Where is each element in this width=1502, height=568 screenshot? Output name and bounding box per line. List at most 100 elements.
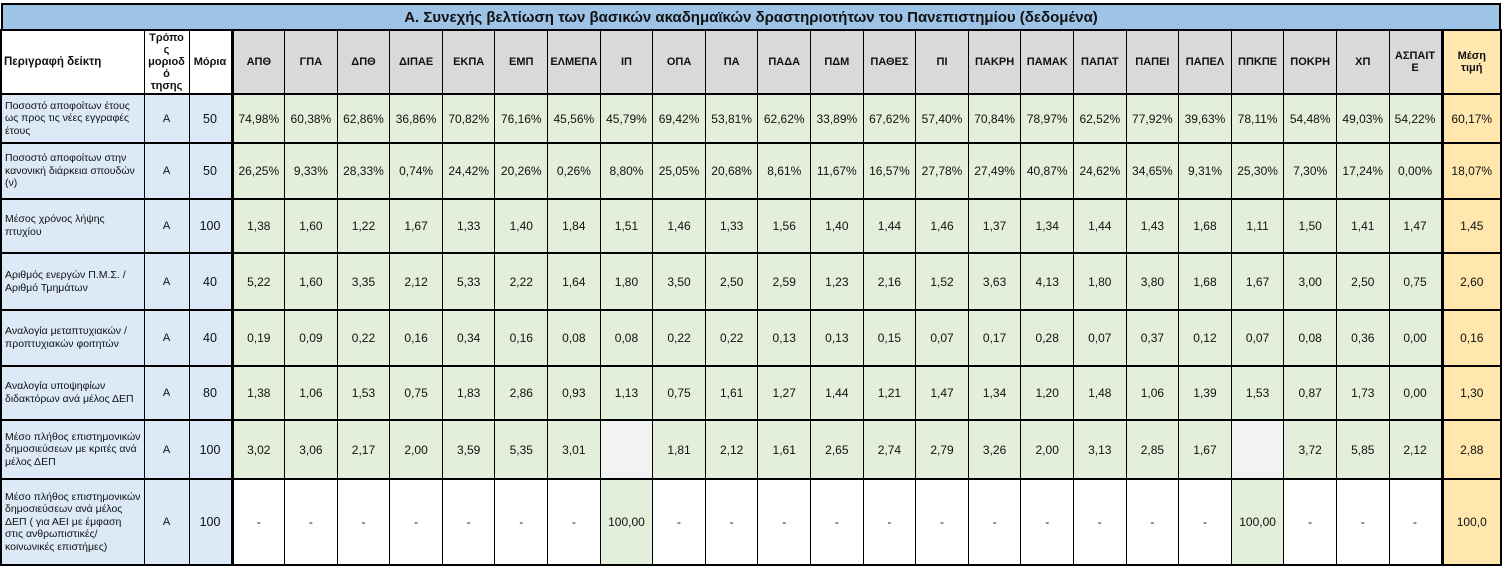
value-cell-ΕΜΠ: - bbox=[494, 478, 549, 566]
column-header-ΠΑΠΑΤ: ΠΑΠΑΤ bbox=[1073, 29, 1127, 95]
value-cell-ΠΠΚΠΕ: 25,30% bbox=[1230, 142, 1285, 200]
value-cell-ΔΙΠΑΕ: 36,86% bbox=[389, 93, 443, 144]
value-cell-ΙΠ: 1,13 bbox=[599, 365, 654, 421]
value-cell-ΓΠΑ: 3,06 bbox=[284, 419, 338, 480]
value-cell-ΙΠ bbox=[599, 419, 654, 480]
table-title-text: Α. Συνεχής βελτίωση των βασικών ακαδημαϊ… bbox=[404, 8, 1098, 26]
column-header-ΙΠ: ΙΠ bbox=[599, 29, 654, 95]
value-cell-ΠΑΔΑ: 8,61% bbox=[757, 142, 812, 200]
value-cell-ΠΙ: 27,78% bbox=[915, 142, 969, 200]
value-cell-ΓΠΑ: 1,60 bbox=[284, 198, 338, 254]
value-cell-ΠΔΜ: 1,44 bbox=[810, 365, 864, 421]
value-cell-ΠΑΚΡΗ: 27,49% bbox=[967, 142, 1022, 200]
method-cell: Α bbox=[143, 309, 190, 367]
value-cell-ΠΟΚΡΗ: 7,30% bbox=[1283, 142, 1337, 200]
value-cell-ΕΛΜΕΠΑ: 1,64 bbox=[547, 252, 601, 311]
value-cell-ΠΟΚΡΗ: 0,87 bbox=[1283, 365, 1337, 421]
value-cell-ΠΑΠΕΛ: 9,31% bbox=[1178, 142, 1232, 200]
value-cell-ΠΑΚΡΗ: 3,26 bbox=[967, 419, 1022, 480]
value-cell-ΠΑΠΕΙ: 2,85 bbox=[1125, 419, 1180, 480]
table-row: Αναλογία υποψηφίων διδακτόρων ανά μέλος … bbox=[0, 365, 1502, 421]
method-cell: Α bbox=[143, 365, 190, 421]
value-cell-ΠΟΚΡΗ: - bbox=[1283, 478, 1337, 566]
value-cell-ΕΛΜΕΠΑ: 0,26% bbox=[547, 142, 601, 200]
value-cell-ΠΑΠΕΙ: 1,43 bbox=[1125, 198, 1180, 254]
value-cell-ΟΠΑ: - bbox=[652, 478, 706, 566]
value-cell-ΠΑΚΡΗ: 3,63 bbox=[967, 252, 1022, 311]
value-cell-ΠΙ: - bbox=[915, 478, 969, 566]
value-cell-ΠΑΜΑΚ: 1,34 bbox=[1020, 198, 1074, 254]
value-cell-ΠΑ: 20,68% bbox=[704, 142, 759, 200]
value-cell-ΠΠΚΠΕ: 1,11 bbox=[1230, 198, 1285, 254]
mean-cell: 60,17% bbox=[1440, 93, 1502, 144]
column-header-ΑΣΠΑΙΤΕ: ΑΣΠΑΙΤΕ bbox=[1388, 29, 1443, 95]
table-row: Αριθμός ενεργών Π.Μ.Σ. / Αριθμό Τμημάτων… bbox=[0, 252, 1502, 311]
table-body: Ποσοστό αποφοίτων έτους ως προς τις νέες… bbox=[0, 93, 1502, 566]
value-cell-ΠΑΠΕΛ: - bbox=[1178, 478, 1232, 566]
method-cell: Α bbox=[143, 142, 190, 200]
value-cell-ΑΠΘ: 0,19 bbox=[230, 309, 286, 367]
value-cell-ΕΛΜΕΠΑ: 45,56% bbox=[547, 93, 601, 144]
value-cell-ΕΚΠΑ: 1,33 bbox=[441, 198, 496, 254]
column-header-ΠΑ: ΠΑ bbox=[704, 29, 759, 95]
value-cell-ΠΑΔΑ: 0,13 bbox=[757, 309, 812, 367]
column-header-ΔΠΘ: ΔΠΘ bbox=[336, 29, 391, 95]
value-cell-ΠΑΜΑΚ: - bbox=[1020, 478, 1074, 566]
value-cell-ΓΠΑ: 1,60 bbox=[284, 252, 338, 311]
value-cell-ΠΙ: 1,46 bbox=[915, 198, 969, 254]
mean-cell: 1,45 bbox=[1440, 198, 1502, 254]
value-cell-ΠΑΘΕΣ: 16,57% bbox=[862, 142, 917, 200]
value-cell-ΑΠΘ: 1,38 bbox=[230, 198, 286, 254]
value-cell-ΟΠΑ: 1,81 bbox=[652, 419, 706, 480]
method-cell: Α bbox=[143, 478, 190, 566]
value-cell-ΠΙ: 57,40% bbox=[915, 93, 969, 144]
table-row: Αναλογία μεταπτυχιακών / προπτυχιακών φο… bbox=[0, 309, 1502, 367]
method-cell: Α bbox=[143, 419, 190, 480]
column-header-ΠΑΚΡΗ: ΠΑΚΡΗ bbox=[967, 29, 1022, 95]
column-header-ΠΑΘΕΣ: ΠΑΘΕΣ bbox=[862, 29, 917, 95]
value-cell-ΠΑΠΕΙ: 77,92% bbox=[1125, 93, 1180, 144]
column-header-ΠΠΚΠΕ: ΠΠΚΠΕ bbox=[1230, 29, 1285, 95]
value-cell-ΠΔΜ: - bbox=[810, 478, 864, 566]
value-cell-ΙΠ: 0,08 bbox=[599, 309, 654, 367]
value-cell-ΠΑΜΑΚ: 40,87% bbox=[1020, 142, 1074, 200]
table-title: Α. Συνεχής βελτίωση των βασικών ακαδημαϊ… bbox=[1, 3, 1501, 29]
value-cell-ΠΟΚΡΗ: 54,48% bbox=[1283, 93, 1337, 144]
value-cell-ΠΑΚΡΗ: 0,17 bbox=[967, 309, 1022, 367]
value-cell-ΠΑΠΕΙ: 1,06 bbox=[1125, 365, 1180, 421]
value-cell-ΠΑΚΡΗ: 70,84% bbox=[967, 93, 1022, 144]
column-header-ΠΑΜΑΚ: ΠΑΜΑΚ bbox=[1020, 29, 1074, 95]
value-cell-ΠΑΜΑΚ: 78,97% bbox=[1020, 93, 1074, 144]
value-cell-ΓΠΑ: 0,09 bbox=[284, 309, 338, 367]
value-cell-ΟΠΑ: 25,05% bbox=[652, 142, 706, 200]
value-cell-ΑΣΠΑΙΤΕ: 54,22% bbox=[1388, 93, 1443, 144]
points-cell: 100 bbox=[188, 478, 233, 566]
value-cell-ΠΑΠΕΛ: 1,39 bbox=[1178, 365, 1232, 421]
column-header-mean: Μέση τιμή bbox=[1440, 29, 1502, 95]
column-header-indicator: Περιγραφή δείκτη bbox=[0, 29, 145, 95]
value-cell-ΕΜΠ: 1,40 bbox=[494, 198, 549, 254]
value-cell-ΧΠ: 1,73 bbox=[1335, 365, 1390, 421]
value-cell-ΓΠΑ: 9,33% bbox=[284, 142, 338, 200]
mean-cell: 2,88 bbox=[1440, 419, 1502, 480]
value-cell-ΕΜΠ: 76,16% bbox=[494, 93, 549, 144]
column-header-ΠΙ: ΠΙ bbox=[915, 29, 969, 95]
value-cell-ΕΚΠΑ: 1,83 bbox=[441, 365, 496, 421]
value-cell-ΠΟΚΡΗ: 1,50 bbox=[1283, 198, 1337, 254]
column-header-ΠΑΠΕΙ: ΠΑΠΕΙ bbox=[1125, 29, 1180, 95]
value-cell-ΟΠΑ: 0,75 bbox=[652, 365, 706, 421]
value-cell-ΔΙΠΑΕ: - bbox=[389, 478, 443, 566]
value-cell-ΠΑ: - bbox=[704, 478, 759, 566]
value-cell-ΔΙΠΑΕ: 0,74% bbox=[389, 142, 443, 200]
value-cell-ΑΣΠΑΙΤΕ: 0,00 bbox=[1388, 365, 1443, 421]
column-header-ΠΟΚΡΗ: ΠΟΚΡΗ bbox=[1283, 29, 1337, 95]
value-cell-ΠΑΜΑΚ: 2,00 bbox=[1020, 419, 1074, 480]
value-cell-ΕΚΠΑ: - bbox=[441, 478, 496, 566]
value-cell-ΠΙ: 0,07 bbox=[915, 309, 969, 367]
value-cell-ΠΑΘΕΣ: 2,74 bbox=[862, 419, 917, 480]
value-cell-ΠΑΘΕΣ: 67,62% bbox=[862, 93, 917, 144]
value-cell-ΕΜΠ: 5,35 bbox=[494, 419, 549, 480]
column-header-ΑΠΘ: ΑΠΘ bbox=[230, 29, 286, 95]
value-cell-ΠΠΚΠΕ: 1,53 bbox=[1230, 365, 1285, 421]
